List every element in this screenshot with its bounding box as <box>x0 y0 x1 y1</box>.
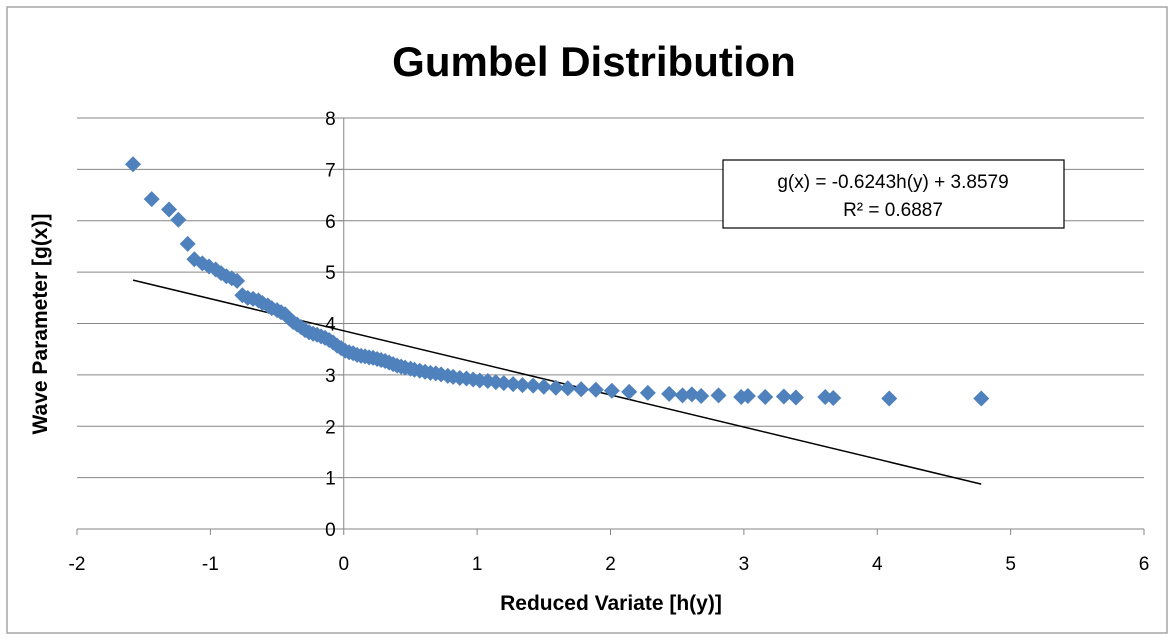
trendline-equation-box: g(x) = -0.6243h(y) + 3.8579 R² = 0.6887 <box>722 159 1065 229</box>
data-point-71 <box>525 377 542 394</box>
y-tick-label-1: 1 <box>325 469 336 490</box>
data-point-12 <box>229 272 246 289</box>
x-tick-label-5: 3 <box>739 554 750 575</box>
data-point-3 <box>170 211 187 228</box>
x-tick-label-1: -1 <box>202 554 219 575</box>
data-point-70 <box>514 377 531 394</box>
y-tick-label-3: 3 <box>325 366 336 387</box>
data-points <box>125 156 990 407</box>
data-point-86 <box>787 389 804 406</box>
data-point-75 <box>573 381 590 398</box>
data-point-91 <box>693 387 710 404</box>
gridlines <box>77 117 1144 530</box>
x-tick-label-8: 6 <box>1139 554 1150 575</box>
y-tick-label-0: 0 <box>325 520 336 541</box>
data-point-72 <box>535 378 552 395</box>
data-point-1 <box>143 191 160 208</box>
data-point-80 <box>661 385 678 402</box>
data-point-69 <box>505 376 522 393</box>
data-point-92 <box>733 388 750 405</box>
data-point-89 <box>973 390 990 407</box>
data-point-2 <box>161 201 178 218</box>
data-point-82 <box>710 387 727 404</box>
data-point-78 <box>621 383 638 400</box>
y-tick-label-4: 4 <box>325 315 336 336</box>
trendline-r-squared: R² = 0.6887 <box>843 200 943 221</box>
y-axis-title: Wave Parameter [g(x)] <box>29 214 52 435</box>
x-axis-title: Reduced Variate [h(y)] <box>500 592 722 615</box>
data-point-73 <box>547 379 564 396</box>
chart-title: Gumbel Distribution <box>392 38 796 85</box>
chart-border <box>6 6 1168 634</box>
data-point-79 <box>639 384 656 401</box>
data-point-84 <box>775 388 792 405</box>
y-tick-label-6: 6 <box>325 212 336 233</box>
data-point-0 <box>125 156 142 173</box>
axes <box>76 117 1145 535</box>
equation-box-border <box>722 159 1065 229</box>
data-point-87 <box>825 389 842 406</box>
x-tick-label-2: 0 <box>338 554 349 575</box>
y-tick-label-7: 7 <box>325 160 336 181</box>
tick-labels: 0 1 2 3 4 5 6 7 8 -2 -1 0 1 2 3 4 5 6 <box>69 109 1150 575</box>
x-tick-label-0: -2 <box>69 554 86 575</box>
data-point-74 <box>559 380 576 397</box>
x-tick-label-3: 1 <box>472 554 483 575</box>
data-point-90 <box>674 387 691 404</box>
data-point-4 <box>179 235 196 252</box>
data-point-88 <box>881 390 898 407</box>
x-tick-label-4: 2 <box>605 554 616 575</box>
data-point-93 <box>757 388 774 405</box>
trendline-equation: g(x) = -0.6243h(y) + 3.8579 <box>777 172 1008 193</box>
data-point-76 <box>587 381 604 398</box>
data-point-68 <box>495 375 512 392</box>
y-tick-label-2: 2 <box>325 417 336 438</box>
x-tick-label-7: 5 <box>1005 554 1016 575</box>
y-tick-label-5: 5 <box>325 263 336 284</box>
x-tick-label-6: 4 <box>872 554 883 575</box>
data-point-77 <box>603 382 620 399</box>
y-tick-label-8: 8 <box>325 109 336 130</box>
